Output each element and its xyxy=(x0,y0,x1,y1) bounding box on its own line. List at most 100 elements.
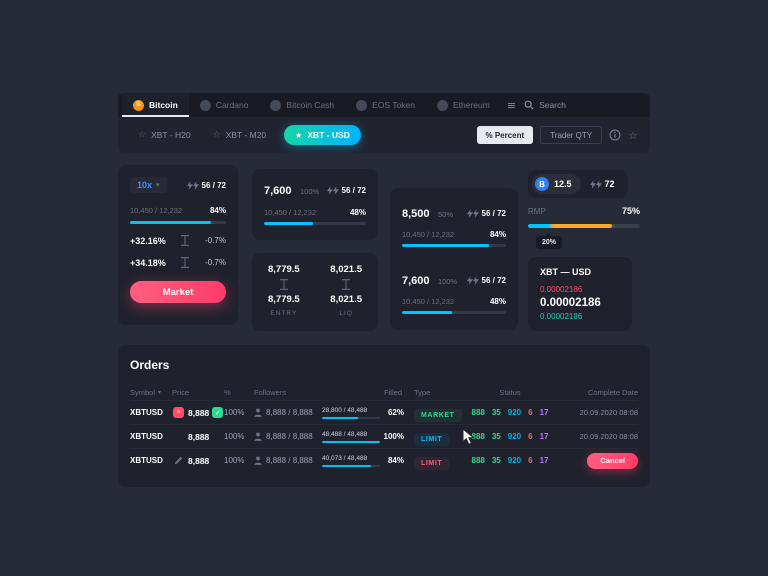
progress-pct: 84% xyxy=(489,230,506,239)
watch-pair-xbt-m20[interactable]: ☆ XBT - M20 xyxy=(205,130,275,140)
order-symbol: XBTUSD xyxy=(130,456,163,465)
pnl-value: +32.16% xyxy=(130,235,166,246)
active-pair-label: XBT - USD xyxy=(307,130,350,140)
bitcoin-cash-icon xyxy=(270,99,282,111)
order-followers: 8,888 / 8,888 xyxy=(254,456,322,465)
favorite-star-icon[interactable]: ☆ xyxy=(628,128,638,142)
tab-ethereum[interactable]: Ethereum xyxy=(426,93,501,117)
header-actions: % Percent Trader QTY ☆ xyxy=(476,126,638,144)
rmp-pct: 75% xyxy=(621,206,640,216)
orders-header-row: Symbol ▾ Price % Followers Filled Type S… xyxy=(130,384,638,400)
tab-label: EOS Token xyxy=(372,100,415,110)
cancel-button[interactable]: Cancel xyxy=(587,452,638,469)
filled-fill xyxy=(322,464,371,467)
percent-button[interactable]: % Percent xyxy=(476,126,534,144)
followers-icon xyxy=(254,408,262,417)
progress-label: 10,450 / 12,232 xyxy=(402,297,455,306)
status-value: 6 xyxy=(528,408,533,417)
pair-title: XBT — USD xyxy=(540,267,592,277)
coin-tabs: B Bitcoin Cardano Bitcoin Cash EOS Token… xyxy=(118,93,650,117)
order-pct: 100% xyxy=(224,456,245,465)
liq-bottom-value: 8,021.5 xyxy=(330,294,362,305)
col-complete-date: Complete Date xyxy=(587,387,638,397)
tab-label: Cardano xyxy=(215,100,249,110)
star-icon[interactable]: ☆ xyxy=(138,130,147,140)
progress-label: 10,450 / 12,232 xyxy=(402,230,455,239)
rmp-track[interactable] xyxy=(528,224,640,228)
order-row[interactable]: XBTUSD × 8,888 ✓ 100% 8,888 / 8,888 28,8… xyxy=(130,400,638,424)
info-icon[interactable] xyxy=(609,129,621,141)
rmp-block: RMP 75% 20% xyxy=(528,206,640,249)
progress-track xyxy=(264,222,366,225)
orders-panel: Orders Symbol ▾ Price % Followers Filled… xyxy=(118,345,650,487)
status-value: 17 xyxy=(539,456,549,465)
position-pct: 100% xyxy=(299,187,320,196)
order-status: 888 35 920 6 17 xyxy=(466,456,554,465)
pnl-delta: -0.7% xyxy=(205,258,226,267)
order-pct: 100% xyxy=(224,432,245,441)
search-icon xyxy=(524,100,534,110)
order-pct: 100% xyxy=(224,408,245,417)
star-icon[interactable]: ☆ xyxy=(212,130,221,140)
order-row[interactable]: XBTUSD 8,888 100% 8,888 / 8,888 48,488 /… xyxy=(130,424,638,448)
entry-top-value: 8,779.5 xyxy=(268,264,300,275)
order-followers: 8,888 / 8,888 xyxy=(254,408,322,417)
order-type-badge: MARKET xyxy=(414,408,462,422)
col-type: Type xyxy=(414,387,431,397)
search-field[interactable]: Search xyxy=(524,100,566,110)
tab-cardano[interactable]: Cardano xyxy=(189,93,260,117)
order-date: 20.09.2020 08:08 xyxy=(579,408,638,417)
bitcoin-icon: B xyxy=(133,99,144,111)
bolt-ratio: 56 / 72 xyxy=(466,275,506,285)
search-label: Search xyxy=(539,100,566,110)
order-filled: 40,073 / 48,488 84% xyxy=(322,455,414,467)
order-price-cell: × 8,888 ✓ xyxy=(172,407,224,418)
position-card-right: 8,500 50% 56 / 72 10,450 / 12,232 84% 7,… xyxy=(390,188,518,330)
followers-value: 8,888 / 8,888 xyxy=(266,456,313,465)
orders-title: Orders xyxy=(130,358,170,372)
market-button[interactable]: Market xyxy=(130,281,226,303)
ibeam-icon xyxy=(181,235,190,246)
leverage-value: 10x xyxy=(137,180,153,190)
progress-track xyxy=(402,244,506,247)
filled-label: 40,073 / 48,488 xyxy=(322,454,368,462)
eos-icon xyxy=(356,99,368,111)
order-price: 8,888 xyxy=(188,455,210,466)
cardano-icon xyxy=(199,99,211,111)
leverage-select[interactable]: 10x ▾ xyxy=(130,177,167,193)
progress-pct: 84% xyxy=(209,206,226,215)
position-value: 7,600 xyxy=(264,185,292,197)
bolt-ratio: 56 / 72 xyxy=(186,181,226,190)
bolt-icon xyxy=(466,275,479,285)
order-type-badge: LIMIT xyxy=(414,456,450,470)
status-value: 920 xyxy=(507,408,522,417)
order-row[interactable]: XBTUSD 8,888 100% 8,888 / 8,888 40,073 /… xyxy=(130,448,638,472)
position-value: 7,600 xyxy=(402,275,430,287)
chevron-down-icon: ▾ xyxy=(156,181,160,189)
menu-icon[interactable]: ≡ xyxy=(506,98,517,112)
check-icon[interactable]: ✓ xyxy=(212,407,224,418)
order-date: 20.09.2020 08:08 xyxy=(579,432,638,441)
trader-qty-button[interactable]: Trader QTY xyxy=(540,126,603,144)
tab-eos-token[interactable]: EOS Token xyxy=(345,93,426,117)
bolt-icon xyxy=(326,185,339,195)
followers-value: 8,888 / 8,888 xyxy=(266,408,313,417)
col-symbol[interactable]: Symbol ▾ xyxy=(130,388,172,397)
status-value: 35 xyxy=(491,408,501,417)
ibeam-icon xyxy=(279,279,288,290)
position-value: 8,500 xyxy=(402,208,430,220)
status-value: 6 xyxy=(528,456,533,465)
tab-bitcoin-cash[interactable]: Bitcoin Cash xyxy=(259,93,345,117)
close-icon[interactable]: × xyxy=(173,407,184,418)
watch-pair-xbt-h20[interactable]: ☆ XBT - H20 xyxy=(130,130,199,140)
progress-track xyxy=(402,311,506,314)
col-status: Status xyxy=(499,387,521,397)
entry-column: 8,779.5 8,779.5 ENTRY xyxy=(268,264,300,320)
edit-icon[interactable] xyxy=(174,456,183,465)
progress-pct: 48% xyxy=(489,297,506,306)
progress-fill xyxy=(130,221,211,224)
col-pct: % xyxy=(224,387,231,397)
active-pair-pill[interactable]: ★ XBT - USD xyxy=(284,125,361,145)
tab-bitcoin[interactable]: B Bitcoin xyxy=(122,93,189,117)
order-status: 888 35 920 6 17 xyxy=(466,408,554,417)
